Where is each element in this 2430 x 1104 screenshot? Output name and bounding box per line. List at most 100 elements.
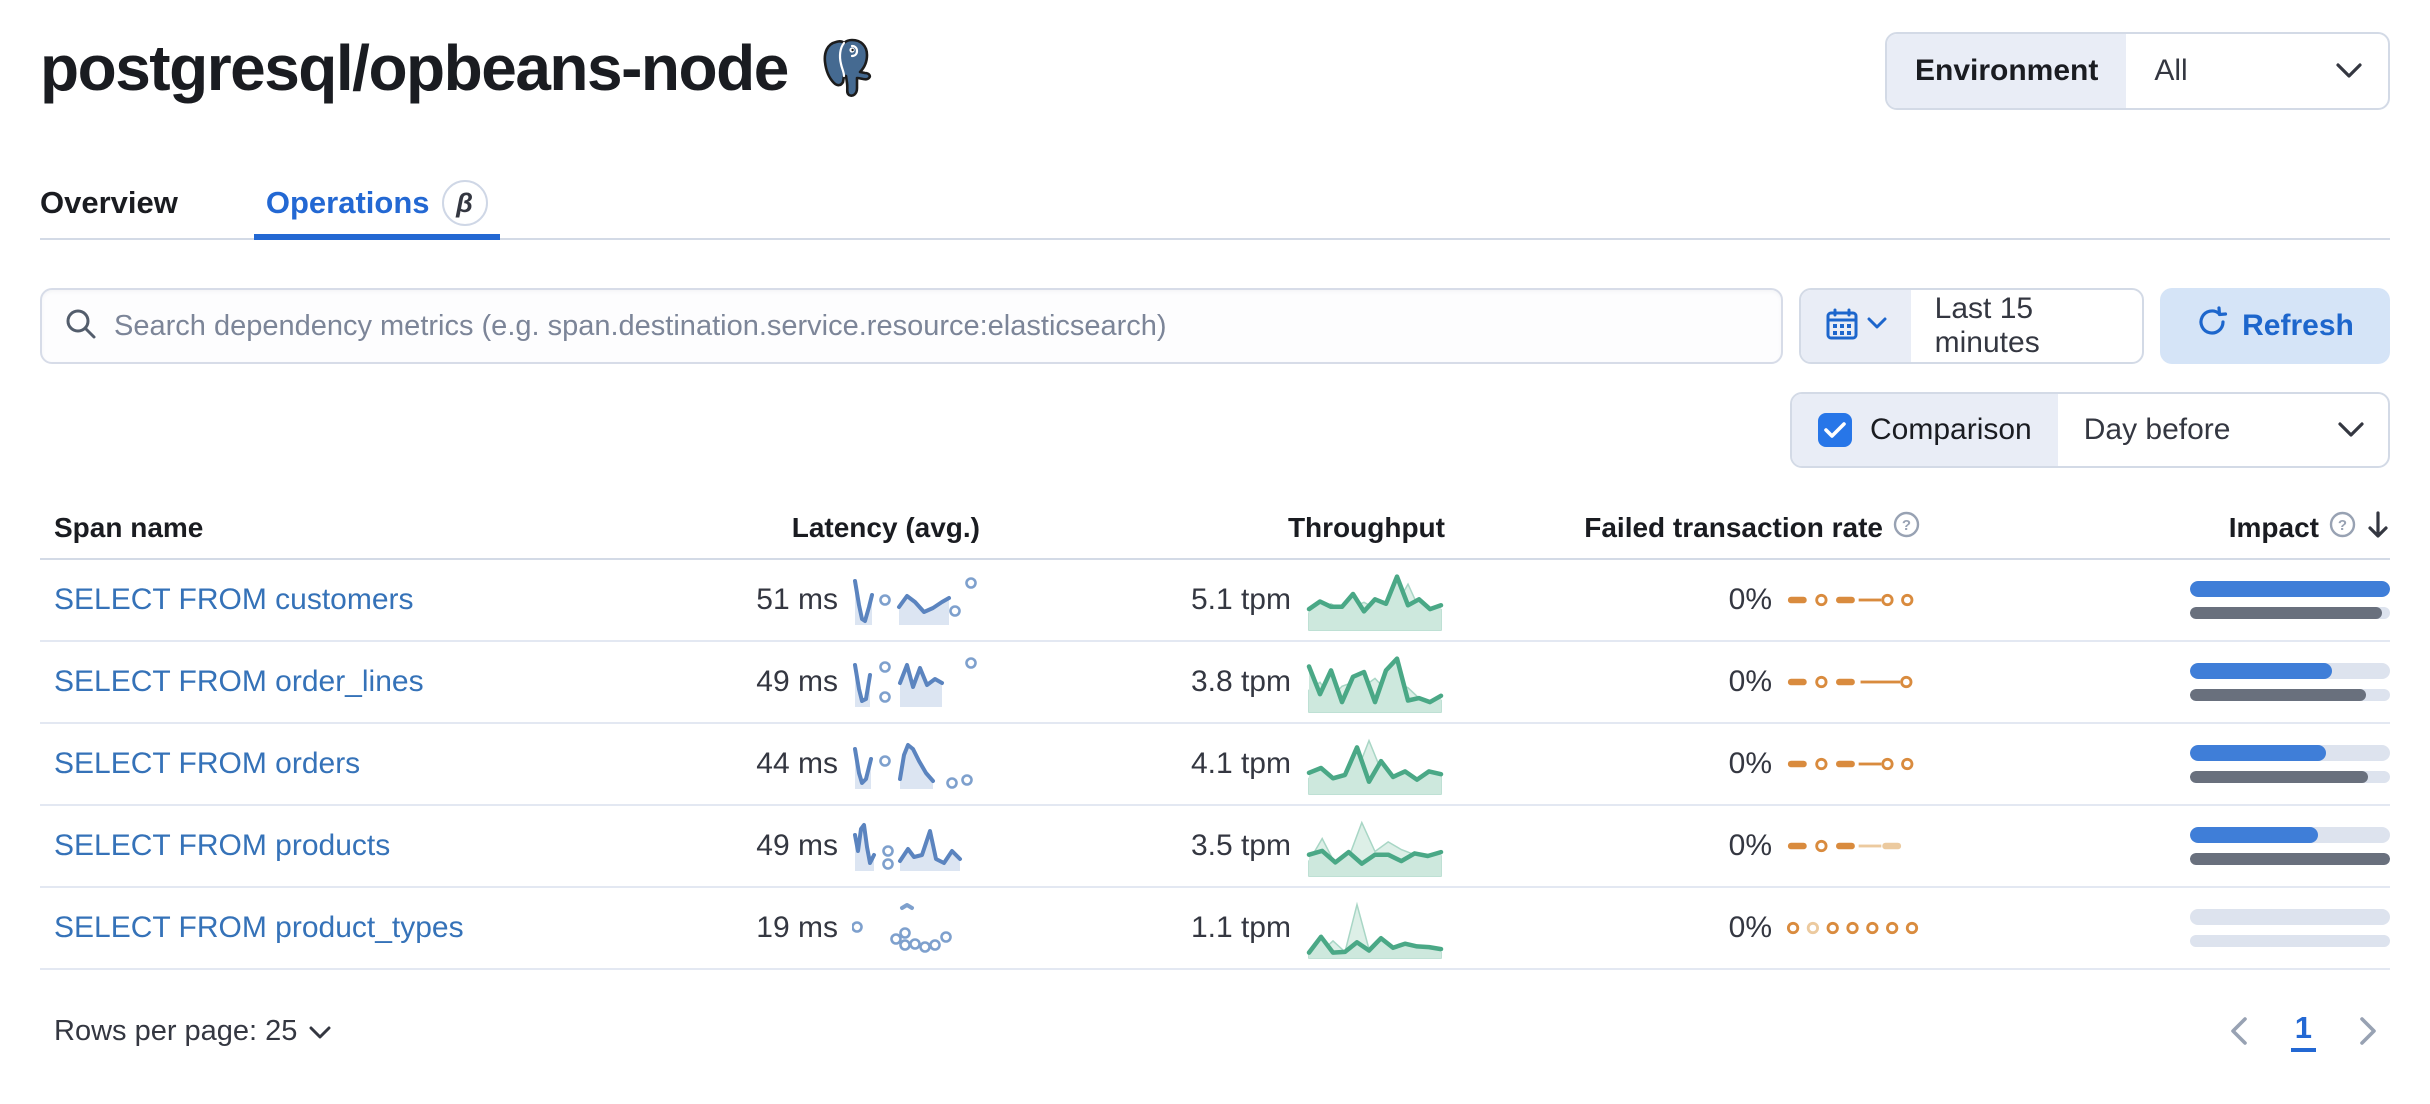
failed-rate-sparkline — [1787, 675, 1913, 689]
throughput-cell: 5.1 tpm — [980, 568, 1445, 632]
failed-rate-cell: 0% — [1445, 911, 1920, 945]
impact-bar-track — [2190, 827, 2390, 843]
latency-value: 49 ms — [756, 829, 838, 862]
latency-sparkline — [853, 657, 977, 707]
question-circle-icon[interactable]: ? — [2329, 511, 2356, 545]
latency-value: 49 ms — [756, 665, 838, 698]
impact-cell — [1920, 581, 2390, 619]
impact-bar-fill — [2190, 827, 2318, 843]
search-input[interactable] — [114, 309, 1759, 343]
comparison-select-value[interactable]: Day before — [2083, 413, 2231, 446]
impact-bar-fill — [2190, 689, 2366, 701]
page-number[interactable]: 1 — [2290, 1010, 2316, 1052]
throughput-sparkline — [1306, 656, 1444, 713]
impact-bar-fill — [2190, 745, 2326, 761]
impact-bar-track — [2190, 607, 2390, 619]
col-failed-rate[interactable]: Failed transaction rate ? — [1445, 511, 1920, 545]
chevron-down-icon — [1867, 317, 1887, 335]
impact-bar-track — [2190, 689, 2390, 701]
impact-bar-track — [2190, 663, 2390, 679]
span-name-link[interactable]: SELECT FROM product_types — [54, 911, 464, 944]
throughput-value: 3.5 tpm — [1190, 829, 1291, 862]
tab-operations[interactable]: Operations β — [253, 168, 500, 240]
failed-rate-value: 0% — [1728, 911, 1772, 944]
latency-value: 51 ms — [756, 583, 838, 616]
col-impact[interactable]: Impact ? — [1920, 510, 2390, 547]
date-picker-prepend[interactable] — [1801, 290, 1911, 362]
tab-bar: Overview Operations β — [40, 168, 2390, 240]
latency-sparkline — [853, 823, 962, 871]
sort-desc-arrow-icon[interactable] — [2366, 510, 2390, 547]
previous-page-icon[interactable] — [2227, 1015, 2249, 1047]
table-row: SELECT FROM product_types 19 ms 1.1 tpm 0% — [40, 888, 2390, 970]
throughput-value: 4.1 tpm — [1190, 747, 1291, 780]
throughput-cell: 4.1 tpm — [980, 732, 1445, 796]
svg-text:?: ? — [2338, 517, 2347, 534]
latency-cell: 19 ms — [510, 899, 980, 957]
impact-bars — [2190, 909, 2390, 947]
chevron-down-icon — [309, 1015, 331, 1048]
failed-rate-cell: 0% — [1445, 829, 1920, 863]
latency-cell: 49 ms — [510, 817, 980, 875]
comparison-checkbox[interactable] — [1818, 413, 1852, 447]
impact-bar-track — [2190, 745, 2390, 761]
toolbar: Last 15 minutes Refresh — [40, 288, 2390, 364]
throughput-sparkline — [1306, 901, 1444, 959]
span-name-link[interactable]: SELECT FROM orders — [54, 747, 361, 780]
impact-bar-fill — [2190, 771, 2368, 783]
svg-text:?: ? — [1902, 517, 1911, 534]
impact-bar-fill — [2190, 853, 2390, 865]
impact-bar-fill — [2190, 581, 2390, 597]
impact-bars — [2190, 581, 2390, 619]
operations-table: Span name Latency (avg.) Throughput Fail… — [40, 498, 2390, 970]
table-body: SELECT FROM customers 51 ms 5.1 tpm 0% SELEC… — [40, 560, 2390, 970]
span-name-cell: SELECT FROM products — [40, 829, 510, 863]
refresh-button[interactable]: Refresh — [2160, 288, 2390, 364]
impact-bar-track — [2190, 935, 2390, 947]
failed-rate-sparkline — [1787, 839, 1902, 853]
next-page-icon[interactable] — [2358, 1015, 2380, 1047]
failed-rate-sparkline — [1787, 757, 1914, 771]
throughput-sparkline — [1306, 738, 1444, 795]
refresh-label: Refresh — [2242, 309, 2354, 342]
span-name-link[interactable]: SELECT FROM products — [54, 829, 391, 862]
latency-sparkline — [853, 577, 977, 625]
impact-bar-track — [2190, 581, 2390, 597]
environment-filter[interactable]: Environment All — [1885, 32, 2390, 110]
tab-operations-label: Operations — [265, 185, 430, 220]
throughput-value: 1.1 tpm — [1190, 911, 1291, 944]
col-latency[interactable]: Latency (avg.) — [791, 512, 980, 543]
throughput-sparkline — [1306, 820, 1444, 877]
impact-bar-track — [2190, 853, 2390, 865]
comparison-row: Comparison Day before — [40, 392, 2390, 468]
col-throughput[interactable]: Throughput — [1287, 512, 1445, 543]
tab-overview-label: Overview — [40, 185, 178, 220]
impact-bars — [2190, 745, 2390, 783]
table-footer: Rows per page: 25 1 — [40, 1010, 2390, 1052]
time-range-value[interactable]: Last 15 minutes — [1934, 292, 2040, 359]
rows-per-page-button[interactable]: Rows per page: 25 — [40, 1015, 331, 1048]
chevron-down-icon — [2338, 394, 2388, 466]
throughput-value: 5.1 tpm — [1190, 583, 1291, 616]
question-circle-icon[interactable]: ? — [1893, 511, 1920, 545]
impact-bar-fill — [2190, 607, 2382, 619]
latency-cell: 49 ms — [510, 653, 980, 711]
comparison-toggle[interactable]: Comparison — [1792, 394, 2058, 466]
pagination: 1 — [2227, 1010, 2390, 1052]
span-name-link[interactable]: SELECT FROM customers — [54, 583, 414, 616]
page-title: postgresql/opbeans-node — [40, 32, 789, 104]
throughput-cell: 3.8 tpm — [980, 650, 1445, 714]
tab-overview[interactable]: Overview — [28, 168, 190, 238]
failed-rate-value: 0% — [1728, 829, 1772, 862]
col-span-name[interactable]: Span name — [54, 512, 204, 543]
table-row: SELECT FROM products 49 ms 3.5 tpm 0% — [40, 806, 2390, 888]
throughput-value: 3.8 tpm — [1190, 665, 1291, 698]
latency-cell: 51 ms — [510, 571, 980, 629]
span-name-link[interactable]: SELECT FROM order_lines — [54, 665, 424, 698]
failed-rate-sparkline — [1786, 921, 1919, 935]
impact-cell — [1920, 663, 2390, 701]
date-picker[interactable]: Last 15 minutes — [1799, 288, 2144, 364]
calendar-icon — [1825, 307, 1859, 346]
rows-per-page-label: Rows per page: 25 — [54, 1014, 298, 1047]
impact-bar-track — [2190, 771, 2390, 783]
